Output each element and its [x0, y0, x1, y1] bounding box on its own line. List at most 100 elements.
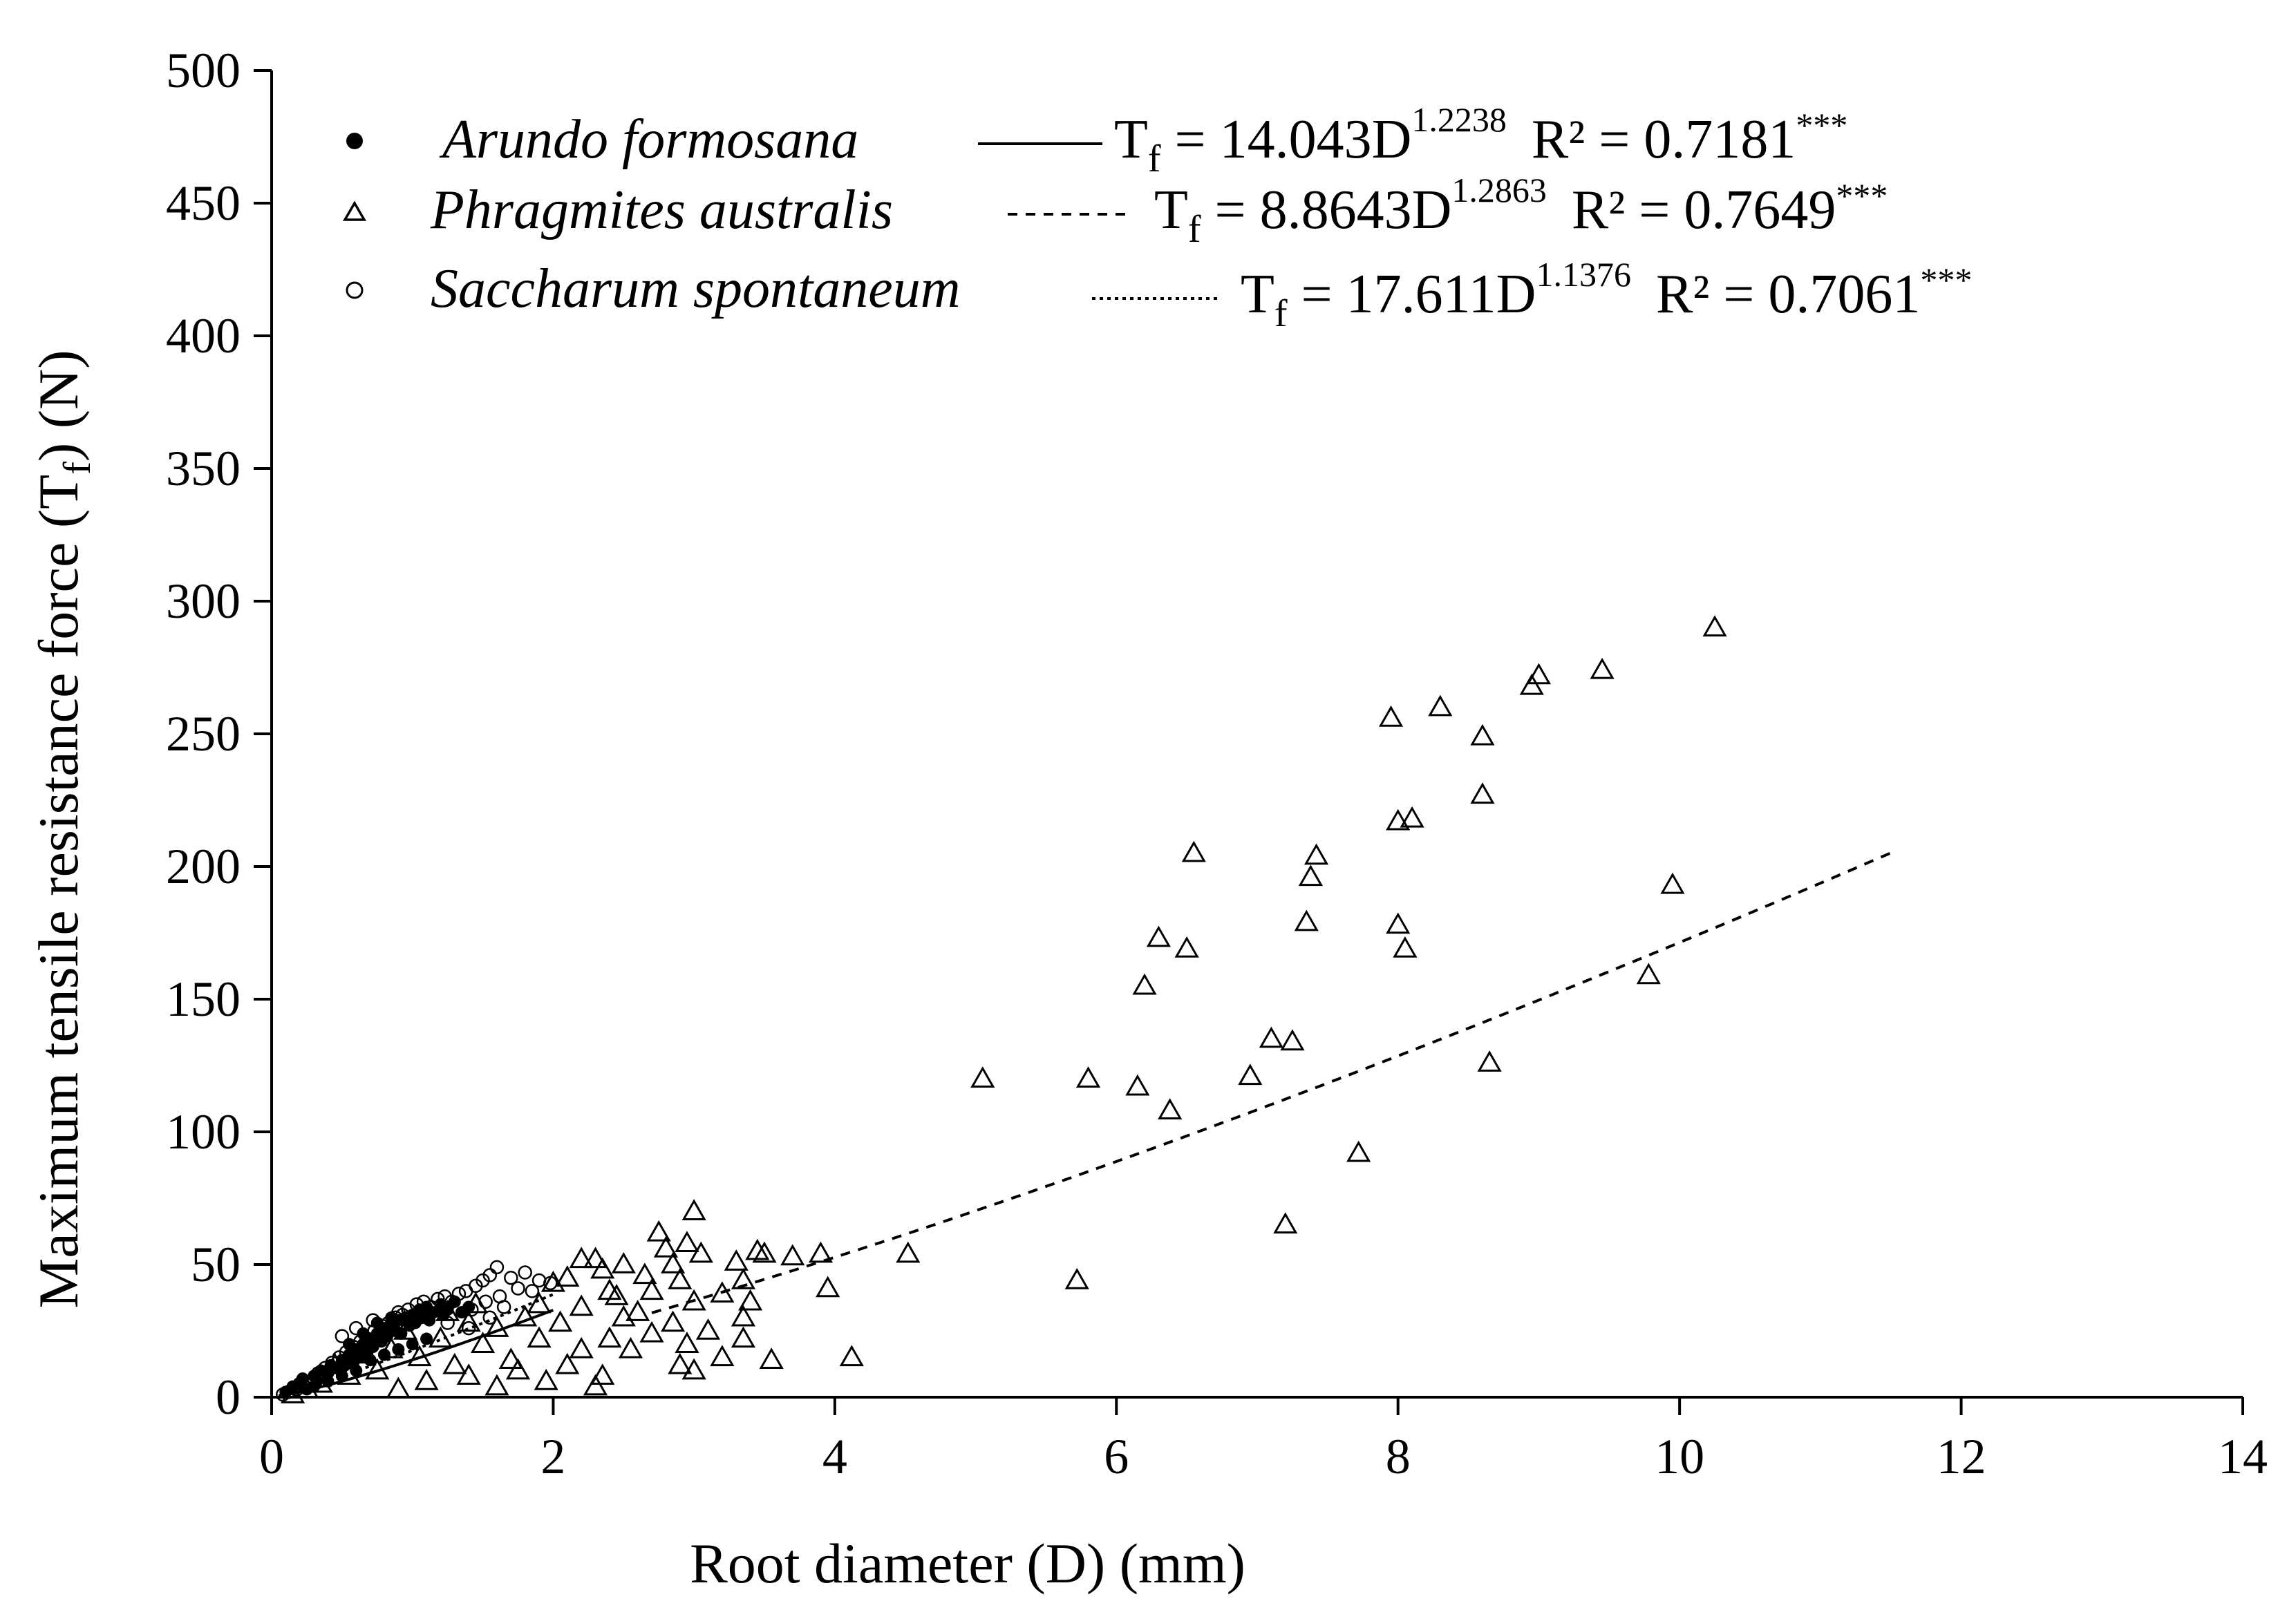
eq-prefix-arundo: T [1114, 109, 1148, 170]
data-point-saccharum-spontaneum [391, 1305, 406, 1320]
data-point-phragmites-australis [1280, 1029, 1305, 1051]
eq-exp-phragmites: 1.2863 [1451, 171, 1547, 209]
data-point-phragmites-australis [1400, 806, 1424, 828]
data-point-phragmites-australis [1181, 840, 1206, 862]
data-point-phragmites-australis [527, 1326, 552, 1348]
legend-marker-phragmites [342, 200, 367, 221]
data-point-phragmites-australis [896, 1241, 921, 1263]
data-point-saccharum-spontaneum [518, 1265, 532, 1280]
data-point-saccharum-spontaneum [461, 1320, 476, 1336]
data-point-phragmites-australis [1526, 663, 1552, 685]
data-point-saccharum-spontaneum [451, 1286, 467, 1301]
data-point-phragmites-australis [583, 1374, 608, 1396]
data-point-phragmites-australis [1238, 1063, 1263, 1086]
data-point-phragmites-australis [759, 1347, 784, 1369]
data-point-phragmites-australis [710, 1345, 735, 1367]
eq-body-saccharum: = 17.611D [1288, 264, 1536, 325]
data-point-saccharum-spontaneum [478, 1294, 493, 1309]
eq-r2-phragmites: R² = 0.7649 [1572, 180, 1836, 240]
data-point-phragmites-australis [548, 1310, 573, 1332]
data-point-phragmites-australis [1470, 782, 1495, 804]
data-point-phragmites-australis [555, 1265, 580, 1287]
legend-name-arundo: Arundo formosana [439, 109, 858, 170]
data-point-saccharum-spontaneum [511, 1281, 525, 1296]
data-point-phragmites-australis [1259, 1026, 1283, 1048]
eq-body-phragmites: = 8.8643D [1201, 180, 1452, 240]
data-point-saccharum-spontaneum [464, 1303, 479, 1317]
data-point-saccharum-spontaneum [482, 1310, 498, 1325]
data-point-phragmites-australis [1470, 723, 1495, 746]
data-point-arundo-formosana [441, 1303, 454, 1316]
data-point-phragmites-australis [1386, 808, 1411, 831]
y-tick-label: 200 [166, 839, 241, 894]
data-point-phragmites-australis [1146, 925, 1171, 947]
legend-equation-phragmites: Tf = 8.8643D1.2863 R² = 0.7649*** [1154, 171, 1888, 251]
data-points [276, 615, 1727, 1403]
legend-equation-saccharum: Tf = 17.611D1.1376 R² = 0.7061*** [1241, 255, 1972, 335]
eq-exp-arundo: 1.2238 [1411, 100, 1507, 139]
data-point-phragmites-australis [780, 1244, 805, 1266]
data-point-arundo-formosana [395, 1327, 408, 1340]
x-tick-label: 0 [259, 1429, 284, 1484]
data-point-phragmites-australis [681, 1358, 706, 1380]
data-point-phragmites-australis [639, 1320, 664, 1343]
data-point-phragmites-australis [569, 1336, 594, 1358]
legend-marker-saccharum [346, 281, 364, 299]
legend-name-phragmites: Phragmites australis [430, 180, 893, 240]
data-point-phragmites-australis [639, 1278, 664, 1300]
data-point-phragmites-australis [1174, 936, 1199, 958]
data-point-phragmites-australis [590, 1363, 615, 1385]
data-point-phragmites-australis [1075, 1066, 1101, 1088]
data-point-phragmites-australis [498, 1347, 523, 1369]
data-point-phragmites-australis [839, 1345, 864, 1367]
eq-body-arundo: = 14.043D [1161, 109, 1412, 170]
legend-entry-saccharum: Saccharum spontaneum Tf = 17.611D1.1376 R… [346, 255, 1972, 335]
y-axis-title-main: Maximum tensile resistance force (T [27, 475, 90, 1309]
data-point-saccharum-spontaneum [412, 1310, 427, 1325]
data-point-phragmites-australis [752, 1241, 777, 1263]
data-point-phragmites-australis [386, 1376, 411, 1399]
data-point-phragmites-australis [1386, 912, 1411, 934]
eq-prefix-phragmites: T [1154, 180, 1188, 240]
data-point-phragmites-australis [1590, 657, 1615, 679]
data-point-phragmites-australis [738, 1289, 763, 1311]
data-point-phragmites-australis [668, 1268, 693, 1289]
x-tick-label: 14 [2218, 1429, 2268, 1484]
data-point-phragmites-australis [1378, 705, 1404, 727]
data-point-phragmites-australis [745, 1238, 770, 1260]
y-tick-label: 300 [166, 574, 241, 629]
axes: 0 50 100 150 200 250 300 350 400 450 500 0 2 4 6 8 10 12… [166, 43, 2268, 1484]
data-point-phragmites-australis [1428, 694, 1453, 717]
data-point-phragmites-australis [681, 1289, 706, 1311]
data-point-phragmites-australis [456, 1310, 481, 1332]
eq-sub-arundo: f [1148, 138, 1161, 180]
legend-equation-arundo: Tf = 14.043D1.2238 R² = 0.7181*** [1114, 100, 1847, 180]
data-point-phragmites-australis [1393, 936, 1418, 958]
data-point-saccharum-spontaneum [409, 1297, 424, 1312]
legend-name-saccharum: Saccharum spontaneum [431, 258, 961, 319]
data-point-phragmites-australis [653, 1235, 678, 1258]
data-point-arundo-formosana [392, 1343, 405, 1356]
data-point-phragmites-australis [661, 1251, 686, 1274]
x-tick-label: 12 [1937, 1429, 1986, 1484]
data-point-phragmites-australis [710, 1281, 735, 1303]
data-point-phragmites-australis [1298, 864, 1323, 887]
data-point-phragmites-australis [970, 1066, 995, 1088]
data-point-phragmites-australis [569, 1247, 594, 1269]
data-point-phragmites-australis [695, 1318, 721, 1340]
data-point-phragmites-australis [505, 1358, 531, 1380]
data-point-phragmites-australis [428, 1326, 453, 1348]
x-axis-ticks: 0 2 4 6 8 10 12 14 [259, 1397, 2268, 1484]
data-point-phragmites-australis [661, 1310, 686, 1332]
data-point-phragmites-australis [513, 1305, 538, 1327]
data-point-saccharum-spontaneum [504, 1270, 518, 1285]
data-point-saccharum-spontaneum [303, 1374, 319, 1389]
data-point-phragmites-australis [414, 1368, 439, 1390]
data-point-phragmites-australis [1132, 973, 1157, 995]
data-point-phragmites-australis [1294, 909, 1319, 931]
data-point-saccharum-spontaneum [496, 1300, 511, 1314]
y-tick-label: 450 [166, 176, 241, 231]
data-point-phragmites-australis [590, 1257, 615, 1279]
data-point-phragmites-australis [611, 1251, 636, 1274]
y-tick-label: 350 [166, 441, 241, 496]
